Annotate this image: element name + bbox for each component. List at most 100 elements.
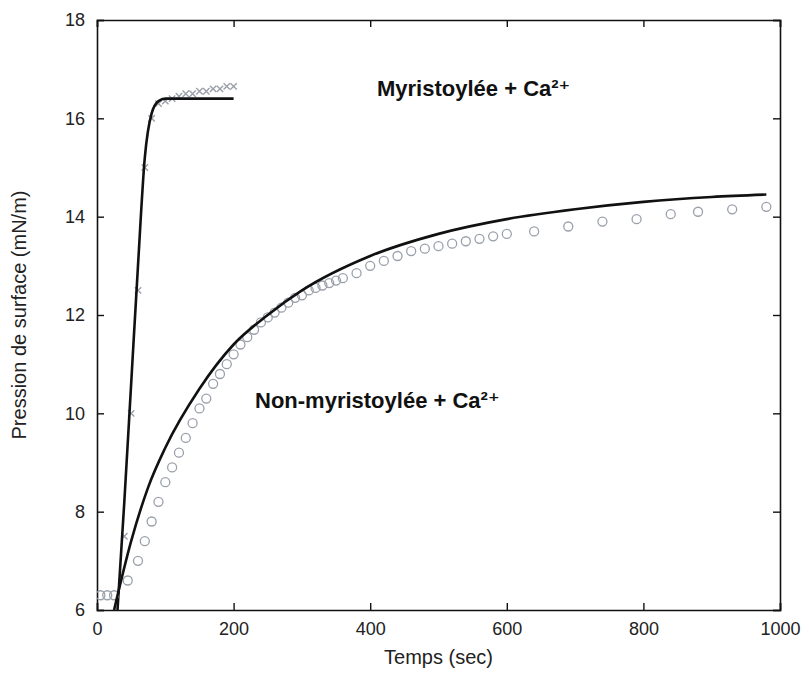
data-point bbox=[161, 478, 170, 487]
tick: 400 bbox=[356, 603, 386, 639]
data-point bbox=[666, 210, 675, 219]
data-point bbox=[352, 269, 361, 278]
tick: 8 bbox=[75, 502, 104, 522]
data-point bbox=[209, 379, 218, 388]
tick-label: 6 bbox=[75, 600, 85, 620]
data-point bbox=[448, 239, 457, 248]
tick-mark bbox=[773, 216, 780, 217]
tick-mark bbox=[97, 118, 104, 119]
data-point bbox=[502, 229, 511, 238]
data-point bbox=[181, 433, 190, 442]
tick-mark bbox=[97, 610, 104, 611]
tick: 6 bbox=[75, 600, 104, 620]
tick-mark bbox=[773, 511, 780, 512]
tick-mark bbox=[643, 603, 644, 610]
data-point bbox=[434, 242, 443, 251]
tick-mark bbox=[233, 20, 234, 27]
tick-label: 12 bbox=[65, 305, 85, 325]
axis-line bbox=[98, 21, 781, 28]
data-point bbox=[224, 83, 230, 89]
data-point bbox=[475, 234, 484, 243]
data-point bbox=[195, 404, 204, 413]
data-point bbox=[393, 252, 402, 261]
annotation: Myristoylée + Ca²⁺ bbox=[377, 76, 570, 101]
tick-label: 14 bbox=[65, 207, 85, 227]
tick-mark bbox=[233, 603, 234, 610]
tick bbox=[773, 217, 780, 218]
data-point bbox=[564, 222, 573, 231]
tick: 600 bbox=[492, 603, 522, 639]
data-point bbox=[338, 274, 347, 283]
tick: 10 bbox=[65, 404, 104, 424]
tick-mark bbox=[370, 20, 371, 27]
tick bbox=[773, 315, 780, 316]
tick-mark bbox=[773, 118, 780, 119]
x-axis-title: Temps (sec) bbox=[384, 646, 493, 668]
data-point bbox=[230, 83, 236, 89]
tick bbox=[773, 118, 780, 119]
data-point bbox=[489, 232, 498, 241]
data-point bbox=[217, 86, 223, 92]
tick bbox=[234, 20, 235, 27]
tick-mark bbox=[97, 511, 104, 512]
data-point bbox=[196, 88, 202, 94]
tick-mark bbox=[507, 20, 508, 27]
tick-label: 1000 bbox=[760, 619, 800, 639]
data-point bbox=[694, 207, 703, 216]
tick-label: 200 bbox=[219, 619, 249, 639]
data-point bbox=[189, 91, 195, 97]
tick-mark bbox=[370, 603, 371, 610]
data-point bbox=[123, 576, 132, 585]
marks bbox=[97, 83, 771, 610]
tick bbox=[773, 610, 780, 611]
data-point bbox=[133, 556, 142, 565]
data-point bbox=[598, 217, 607, 226]
data-point bbox=[147, 517, 156, 526]
data-point bbox=[154, 497, 163, 506]
tick-mark bbox=[773, 610, 780, 611]
tick-mark bbox=[773, 413, 780, 414]
data-point bbox=[168, 463, 177, 472]
tick-mark bbox=[507, 603, 508, 610]
tick bbox=[773, 20, 780, 21]
chart: 0 200 400 600 800 1000 6 8 10 12 14 16 18 Temps (sec)… bbox=[0, 0, 809, 674]
tick: 12 bbox=[65, 305, 104, 325]
tick-label: 800 bbox=[629, 619, 659, 639]
data-point bbox=[202, 394, 211, 403]
x-axis-top bbox=[98, 20, 781, 27]
tick-label: 18 bbox=[65, 10, 85, 30]
points bbox=[97, 202, 771, 599]
data-point bbox=[632, 215, 641, 224]
tick-label: 0 bbox=[92, 619, 102, 639]
tick-mark bbox=[97, 216, 104, 217]
tick bbox=[643, 20, 644, 27]
data-point bbox=[366, 261, 375, 270]
data-point bbox=[210, 86, 216, 92]
data-point bbox=[420, 244, 429, 253]
tick bbox=[773, 413, 780, 414]
tick: 16 bbox=[65, 109, 104, 129]
data-point bbox=[215, 370, 224, 379]
data-point bbox=[229, 350, 238, 359]
tick-mark bbox=[97, 315, 104, 316]
tick-label: 8 bbox=[75, 502, 85, 522]
x-axis: 0 200 400 600 800 1000 bbox=[92, 603, 800, 639]
tick: 800 bbox=[629, 603, 659, 639]
y-axis-title: Pression de surface (mN/m) bbox=[8, 191, 30, 440]
axis-line bbox=[98, 21, 105, 611]
tick-mark bbox=[773, 20, 780, 21]
tick-label: 16 bbox=[65, 109, 85, 129]
tick-mark bbox=[97, 20, 98, 27]
tick-mark bbox=[97, 413, 104, 414]
tick bbox=[370, 20, 371, 27]
y-axis: 6 8 10 12 14 16 18 bbox=[65, 10, 104, 620]
data-point bbox=[183, 91, 189, 97]
tick-mark bbox=[773, 315, 780, 316]
points bbox=[121, 83, 237, 539]
data-point bbox=[222, 360, 231, 369]
tick-label: 600 bbox=[492, 619, 522, 639]
tick-label: 400 bbox=[356, 619, 386, 639]
data-point bbox=[140, 537, 149, 546]
tick bbox=[507, 20, 508, 27]
data-point bbox=[407, 247, 416, 256]
